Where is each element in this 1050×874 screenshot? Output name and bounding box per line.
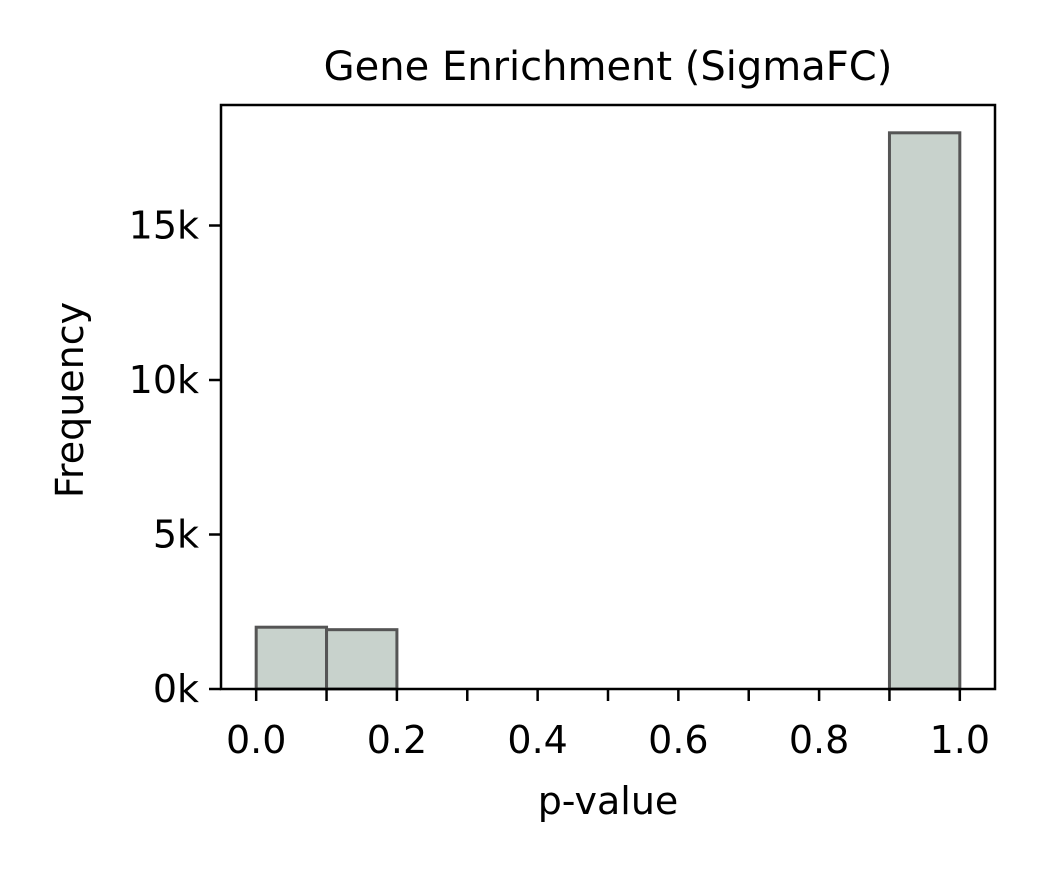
y-axis-label: Frequency — [48, 302, 92, 498]
x-axis-label: p-value — [538, 779, 679, 823]
bars-layer — [254, 131, 962, 691]
x-tick-label-8: 0.8 — [789, 718, 849, 762]
x-tick-label-0: 0.0 — [226, 718, 286, 762]
x-axis-ticks: 0.0 0.2 0.4 0.6 0.8 1.0 — [226, 689, 990, 762]
x-tick-label-6: 0.6 — [648, 718, 708, 762]
chart-title: Gene Enrichment (SigmaFC) — [324, 44, 893, 90]
y-tick-label-1: 5k — [153, 513, 199, 557]
histogram-bar-0 — [254, 625, 329, 691]
y-axis-ticks: 0k 5k 10k 15k — [129, 204, 221, 711]
plot-frame — [219, 103, 997, 691]
x-tick-label-2: 0.2 — [367, 718, 427, 762]
x-tick-label-4: 0.4 — [507, 718, 567, 762]
y-tick-label-2: 10k — [129, 358, 199, 402]
histogram-bar-9 — [887, 131, 962, 691]
y-tick-label-3: 15k — [129, 204, 199, 248]
histogram-bar-1 — [325, 628, 399, 691]
y-tick-label-0: 0k — [153, 667, 199, 711]
x-tick-label-10: 1.0 — [930, 718, 990, 762]
